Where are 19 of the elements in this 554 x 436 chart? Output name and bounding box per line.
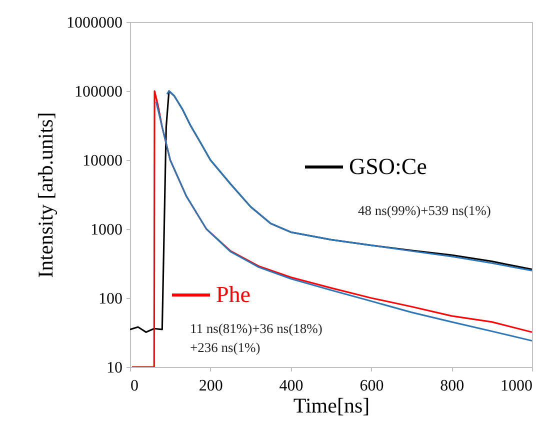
x-tick-label: 1000 [500,378,532,394]
annotation: 11 ns(81%)+36 ns(18%) +236 ns(1%) [190,321,322,355]
y-tick-label: 100000 [74,84,122,100]
line-series [166,90,532,272]
y-tick-label: 10000 [82,152,122,170]
legend-label: GSO:Ce [349,154,427,179]
x-tick-label: 400 [279,378,304,394]
y-axis-title: Intensity [arb.units] [34,112,58,278]
x-tick-label: 0 [130,378,138,394]
annotation: 48 ns(99%)+539 ns(1%) [358,203,491,218]
y-tick-label: 1000 [90,222,122,238]
y-tick-label: 1000000 [66,14,122,32]
legend-label: Phe [216,282,250,307]
y-tick-label: 10 [106,360,122,376]
x-tick-label: 800 [440,378,464,394]
x-tick-label: 200 [198,378,223,394]
x-axis-title: Time[ns] [293,394,370,418]
y-tick-label: 100 [98,290,122,308]
x-tick-label: 600 [360,378,384,394]
